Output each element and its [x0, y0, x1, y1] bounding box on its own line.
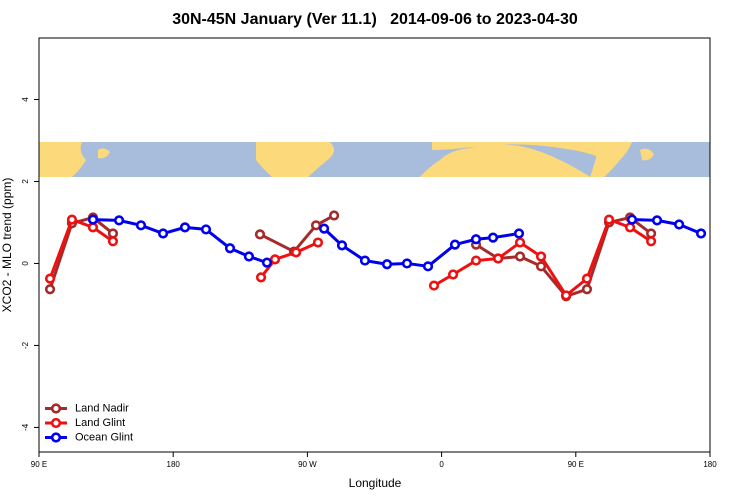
data-point — [626, 214, 638, 225]
data-point — [269, 254, 281, 265]
data-point — [513, 228, 525, 239]
data-point — [328, 210, 340, 221]
data-point — [422, 261, 434, 272]
data-point — [695, 228, 707, 239]
data-point — [646, 236, 657, 247]
data-point — [66, 214, 78, 225]
map-band — [39, 142, 710, 177]
data-point — [135, 220, 147, 231]
legend-marker — [50, 432, 62, 443]
data-point — [624, 222, 636, 233]
data-point — [470, 255, 482, 266]
data-point — [674, 219, 685, 230]
data-point — [312, 237, 324, 248]
data-point — [107, 236, 119, 247]
data-point — [581, 273, 593, 284]
data-point — [646, 228, 657, 239]
data-point — [179, 222, 191, 233]
data-point — [107, 228, 119, 239]
y-tick-label: 2 — [21, 179, 30, 184]
data-point — [319, 223, 330, 234]
legend-label: Land Nadir — [75, 402, 129, 414]
legend-label: Land Glint — [75, 417, 125, 429]
y-tick-label: 0 — [21, 261, 30, 266]
x-axis-label: Longitude — [349, 476, 402, 490]
data-point — [44, 273, 56, 284]
data-point — [243, 251, 255, 262]
x-tick-label: 180 — [167, 460, 181, 469]
data-point — [44, 284, 56, 295]
data-point — [487, 232, 499, 243]
data-point — [651, 215, 663, 226]
data-point — [581, 284, 593, 295]
x-tick-label: 180 — [703, 460, 717, 469]
data-point — [381, 259, 393, 270]
data-point — [561, 290, 572, 301]
y-tick-label: -4 — [21, 423, 30, 431]
y-axis-label: XCO2 - MLO trend (ppm) — [0, 178, 14, 313]
data-point — [157, 228, 169, 239]
data-point — [224, 243, 236, 254]
data-point — [447, 269, 459, 280]
data-point — [87, 222, 99, 233]
data-point — [449, 239, 461, 250]
data-point — [428, 280, 440, 291]
data-point — [254, 229, 266, 240]
y-tick-label: 4 — [21, 97, 30, 102]
chart-title: 30N-45N January (Ver 11.1) 2014-09-06 to… — [172, 11, 578, 28]
data-point — [603, 214, 615, 225]
data-point — [261, 257, 273, 268]
data-point — [470, 234, 482, 245]
data-point — [310, 220, 322, 231]
legend-marker — [50, 417, 62, 429]
x-tick-label: 0 — [439, 460, 444, 469]
plot-frame — [38, 37, 711, 453]
data-point — [290, 247, 302, 258]
data-point — [359, 255, 371, 266]
data-point — [535, 251, 547, 262]
x-tick-label: 90 E — [31, 460, 47, 469]
data-point — [113, 215, 125, 226]
data-point — [336, 240, 348, 251]
data-point — [87, 214, 99, 225]
y-tick-label: -2 — [21, 341, 30, 349]
x-tick-label: 90 E — [568, 460, 584, 469]
legend-label: Ocean Glint — [75, 431, 133, 443]
data-point — [535, 261, 547, 272]
data-point — [255, 272, 267, 283]
data-point — [493, 253, 504, 264]
data-point — [200, 224, 212, 235]
legend-marker — [50, 403, 62, 414]
data-point — [401, 258, 413, 269]
x-tick-label: 90 W — [298, 460, 317, 469]
series-line — [48, 218, 652, 297]
data-point — [514, 251, 526, 262]
data-point — [514, 237, 526, 248]
